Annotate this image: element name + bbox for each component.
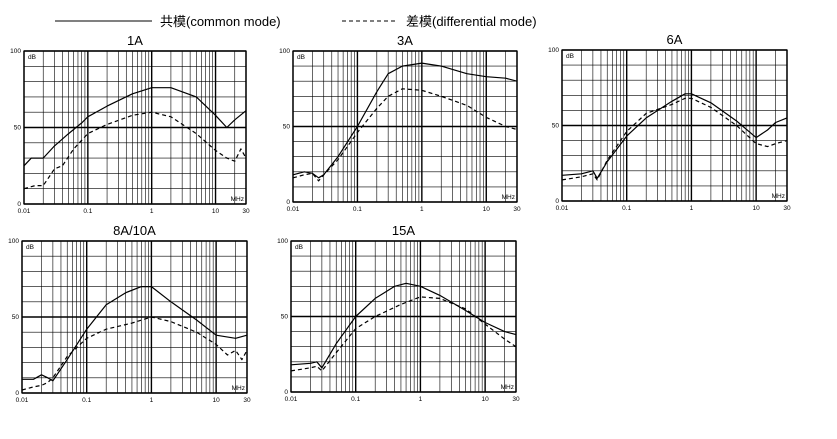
y-tick-label: 0 — [286, 199, 290, 206]
y-tick-label: 50 — [12, 314, 20, 321]
x-tick-label: 0.1 — [82, 397, 91, 404]
chart-title: 15A — [392, 223, 415, 238]
chart-4: 8A/10A 0 50 100 0.01 0.1 1 10 30 dB MHz — [8, 223, 251, 404]
series-common-mode-line — [290, 282, 517, 369]
x-unit-label: MHz — [501, 384, 514, 391]
x-tick-label: 30 — [513, 206, 521, 213]
chart-3: 6A 0 50 100 0.01 0.1 1 10 30 dB MHz — [548, 32, 791, 212]
series-differential-mode-line — [23, 111, 247, 190]
x-tick-label: 1 — [420, 206, 424, 213]
x-unit-label: MHz — [231, 196, 244, 203]
x-tick-label: 0.01 — [287, 206, 300, 213]
y-tick-label: 50 — [552, 123, 560, 130]
y-tick-label: 50 — [14, 125, 22, 132]
y-tick-label: 100 — [10, 48, 21, 55]
series-common-mode-line — [23, 87, 247, 167]
y-tick-label: 100 — [277, 238, 288, 245]
plot-frame — [23, 50, 247, 205]
chart-title: 6A — [667, 32, 683, 47]
y-tick-label: 100 — [279, 48, 290, 55]
y-unit-label: dB — [566, 53, 574, 60]
y-unit-label: dB — [28, 54, 36, 61]
x-unit-label: MHz — [502, 194, 515, 201]
chart-title: 1A — [127, 33, 143, 48]
y-unit-label: dB — [295, 244, 303, 251]
y-tick-label: 0 — [15, 390, 19, 397]
x-tick-label: 1 — [150, 397, 154, 404]
y-tick-label: 100 — [548, 47, 559, 54]
y-unit-label: dB — [26, 244, 34, 251]
x-tick-label: 0.01 — [16, 397, 29, 404]
series-common-mode-line — [292, 62, 518, 179]
y-tick-label: 100 — [8, 238, 19, 245]
legend-differential-mode-label: 差模(differential mode) — [406, 14, 537, 29]
x-tick-label: 0.1 — [353, 206, 362, 213]
chart-2: 3A 0 50 100 0.01 0.1 1 10 30 dB MHz — [279, 33, 521, 213]
y-unit-label: dB — [297, 54, 305, 61]
plot-frame — [290, 240, 517, 393]
y-tick-label: 0 — [284, 389, 288, 396]
plot-frame — [21, 240, 248, 394]
x-tick-label: 0.01 — [556, 205, 569, 212]
x-tick-label: 1 — [690, 205, 694, 212]
x-tick-label: 30 — [242, 208, 250, 215]
x-tick-label: 1 — [150, 208, 154, 215]
series-common-mode-line — [22, 286, 248, 382]
x-tick-label: 10 — [482, 396, 490, 403]
x-tick-label: 0.1 — [622, 205, 631, 212]
x-tick-label: 10 — [212, 208, 220, 215]
chart-1: 1A 0 50 100 0.01 0.1 1 10 30 dB MHz — [10, 33, 250, 215]
chart-5: 15A 0 50 100 0.01 0.1 1 10 30 dB MHz — [277, 223, 520, 403]
plot-frame — [292, 50, 518, 203]
x-tick-label: 0.01 — [285, 396, 298, 403]
x-unit-label: MHz — [232, 385, 245, 392]
x-tick-label: 30 — [783, 205, 791, 212]
series-differential-mode-line — [290, 296, 517, 372]
x-tick-label: 10 — [483, 206, 491, 213]
x-tick-label: 30 — [243, 397, 251, 404]
x-tick-label: 10 — [213, 397, 221, 404]
y-tick-label: 0 — [17, 201, 21, 208]
y-tick-label: 0 — [555, 198, 559, 205]
x-unit-label: MHz — [772, 193, 785, 200]
series-differential-mode-line — [561, 97, 788, 181]
chart-title: 3A — [397, 33, 413, 48]
legend: 共模(common mode) 差模(differential mode) — [55, 14, 537, 29]
series-differential-mode-line — [21, 316, 248, 391]
x-tick-label: 0.1 — [83, 208, 92, 215]
legend-common-mode-label: 共模(common mode) — [160, 14, 281, 29]
chart-title: 8A/10A — [113, 223, 156, 238]
x-tick-label: 30 — [512, 396, 520, 403]
y-tick-label: 50 — [283, 124, 291, 131]
x-tick-label: 0.1 — [351, 396, 360, 403]
x-tick-label: 10 — [753, 205, 761, 212]
x-tick-label: 0.01 — [18, 208, 31, 215]
series-common-mode-line — [561, 93, 788, 179]
series-differential-mode-line — [292, 88, 518, 182]
y-tick-label: 50 — [281, 314, 289, 321]
plot-frame — [561, 49, 788, 202]
x-tick-label: 1 — [419, 396, 423, 403]
